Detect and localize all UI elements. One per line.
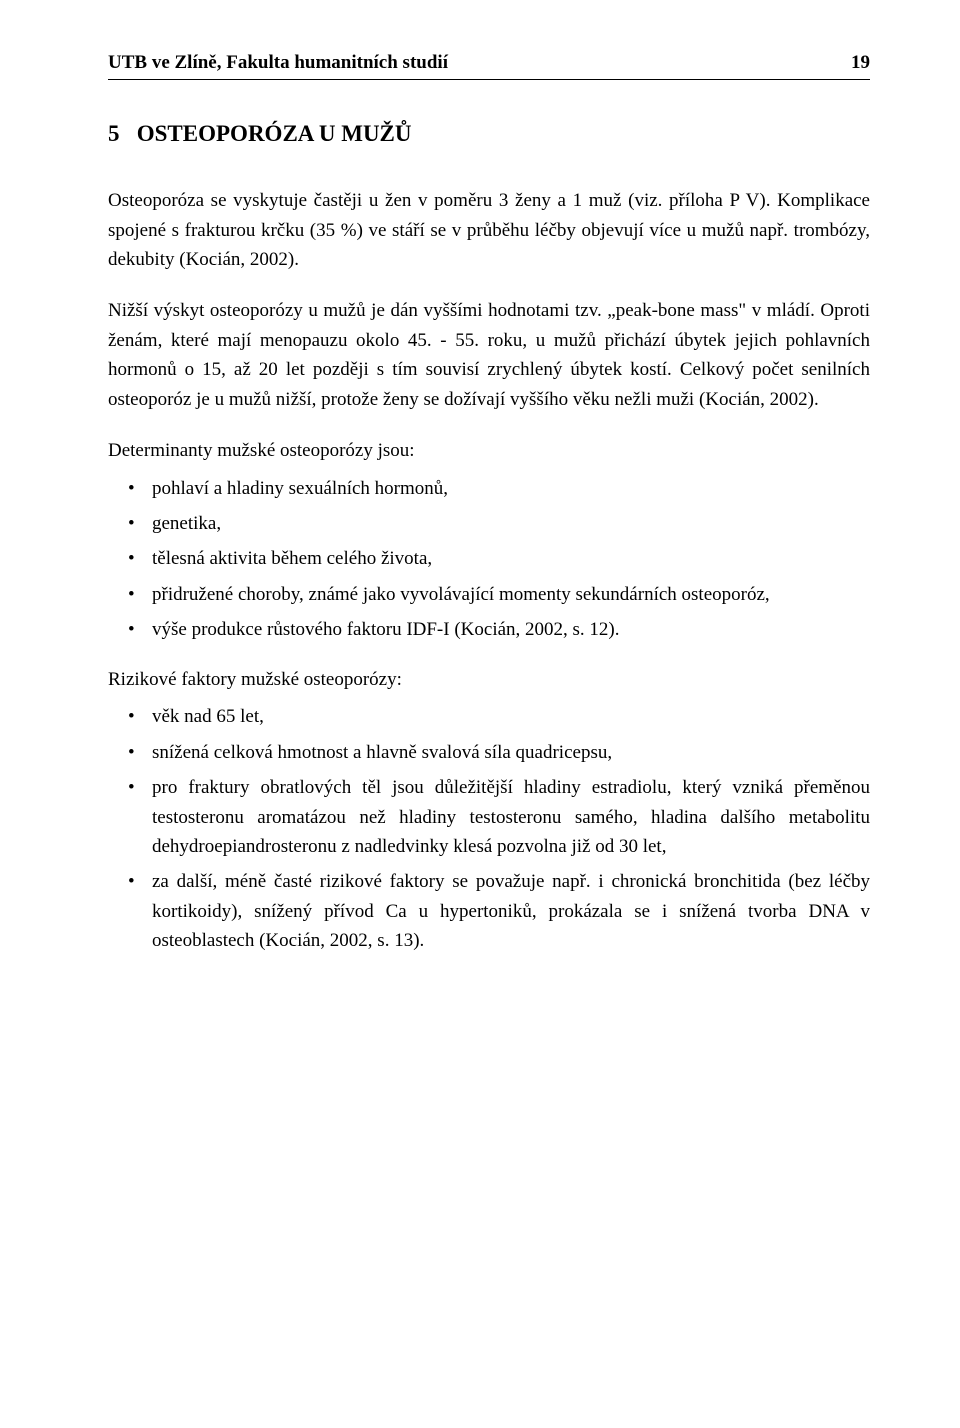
- list-item: genetika,: [108, 509, 870, 538]
- list-item: výše produkce růstového faktoru IDF-I (K…: [108, 615, 870, 644]
- header-page-number: 19: [851, 48, 870, 77]
- list-item: přidružené choroby, známé jako vyvolávaj…: [108, 580, 870, 609]
- chapter-heading-text: OSTEOPORÓZA U MUŽŮ: [137, 121, 412, 146]
- list-item: věk nad 65 let,: [108, 702, 870, 731]
- chapter-number: 5: [108, 121, 120, 146]
- list-item: pro fraktury obratlových těl jsou důleži…: [108, 773, 870, 861]
- paragraph-2: Nižší výskyt osteoporózy u mužů je dán v…: [108, 296, 870, 414]
- list-item: pohlaví a hladiny sexuálních hormonů,: [108, 474, 870, 503]
- determinants-intro: Determinanty mužské osteoporózy jsou:: [108, 436, 870, 465]
- list-item: tělesná aktivita během celého života,: [108, 544, 870, 573]
- chapter-title: 5 OSTEOPORÓZA U MUŽŮ: [108, 116, 870, 152]
- list-item: za další, méně časté rizikové faktory se…: [108, 867, 870, 955]
- paragraph-1: Osteoporóza se vyskytuje častěji u žen v…: [108, 186, 870, 274]
- determinants-list: pohlaví a hladiny sexuálních hormonů, ge…: [108, 474, 870, 645]
- list-item: snížená celková hmotnost a hlavně svalov…: [108, 738, 870, 767]
- risk-factors-list: věk nad 65 let, snížená celková hmotnost…: [108, 702, 870, 956]
- risk-factors-intro: Rizikové faktory mužské osteoporózy:: [108, 665, 870, 694]
- header-institution: UTB ve Zlíně, Fakulta humanitních studií: [108, 48, 448, 77]
- page-header: UTB ve Zlíně, Fakulta humanitních studií…: [108, 48, 870, 80]
